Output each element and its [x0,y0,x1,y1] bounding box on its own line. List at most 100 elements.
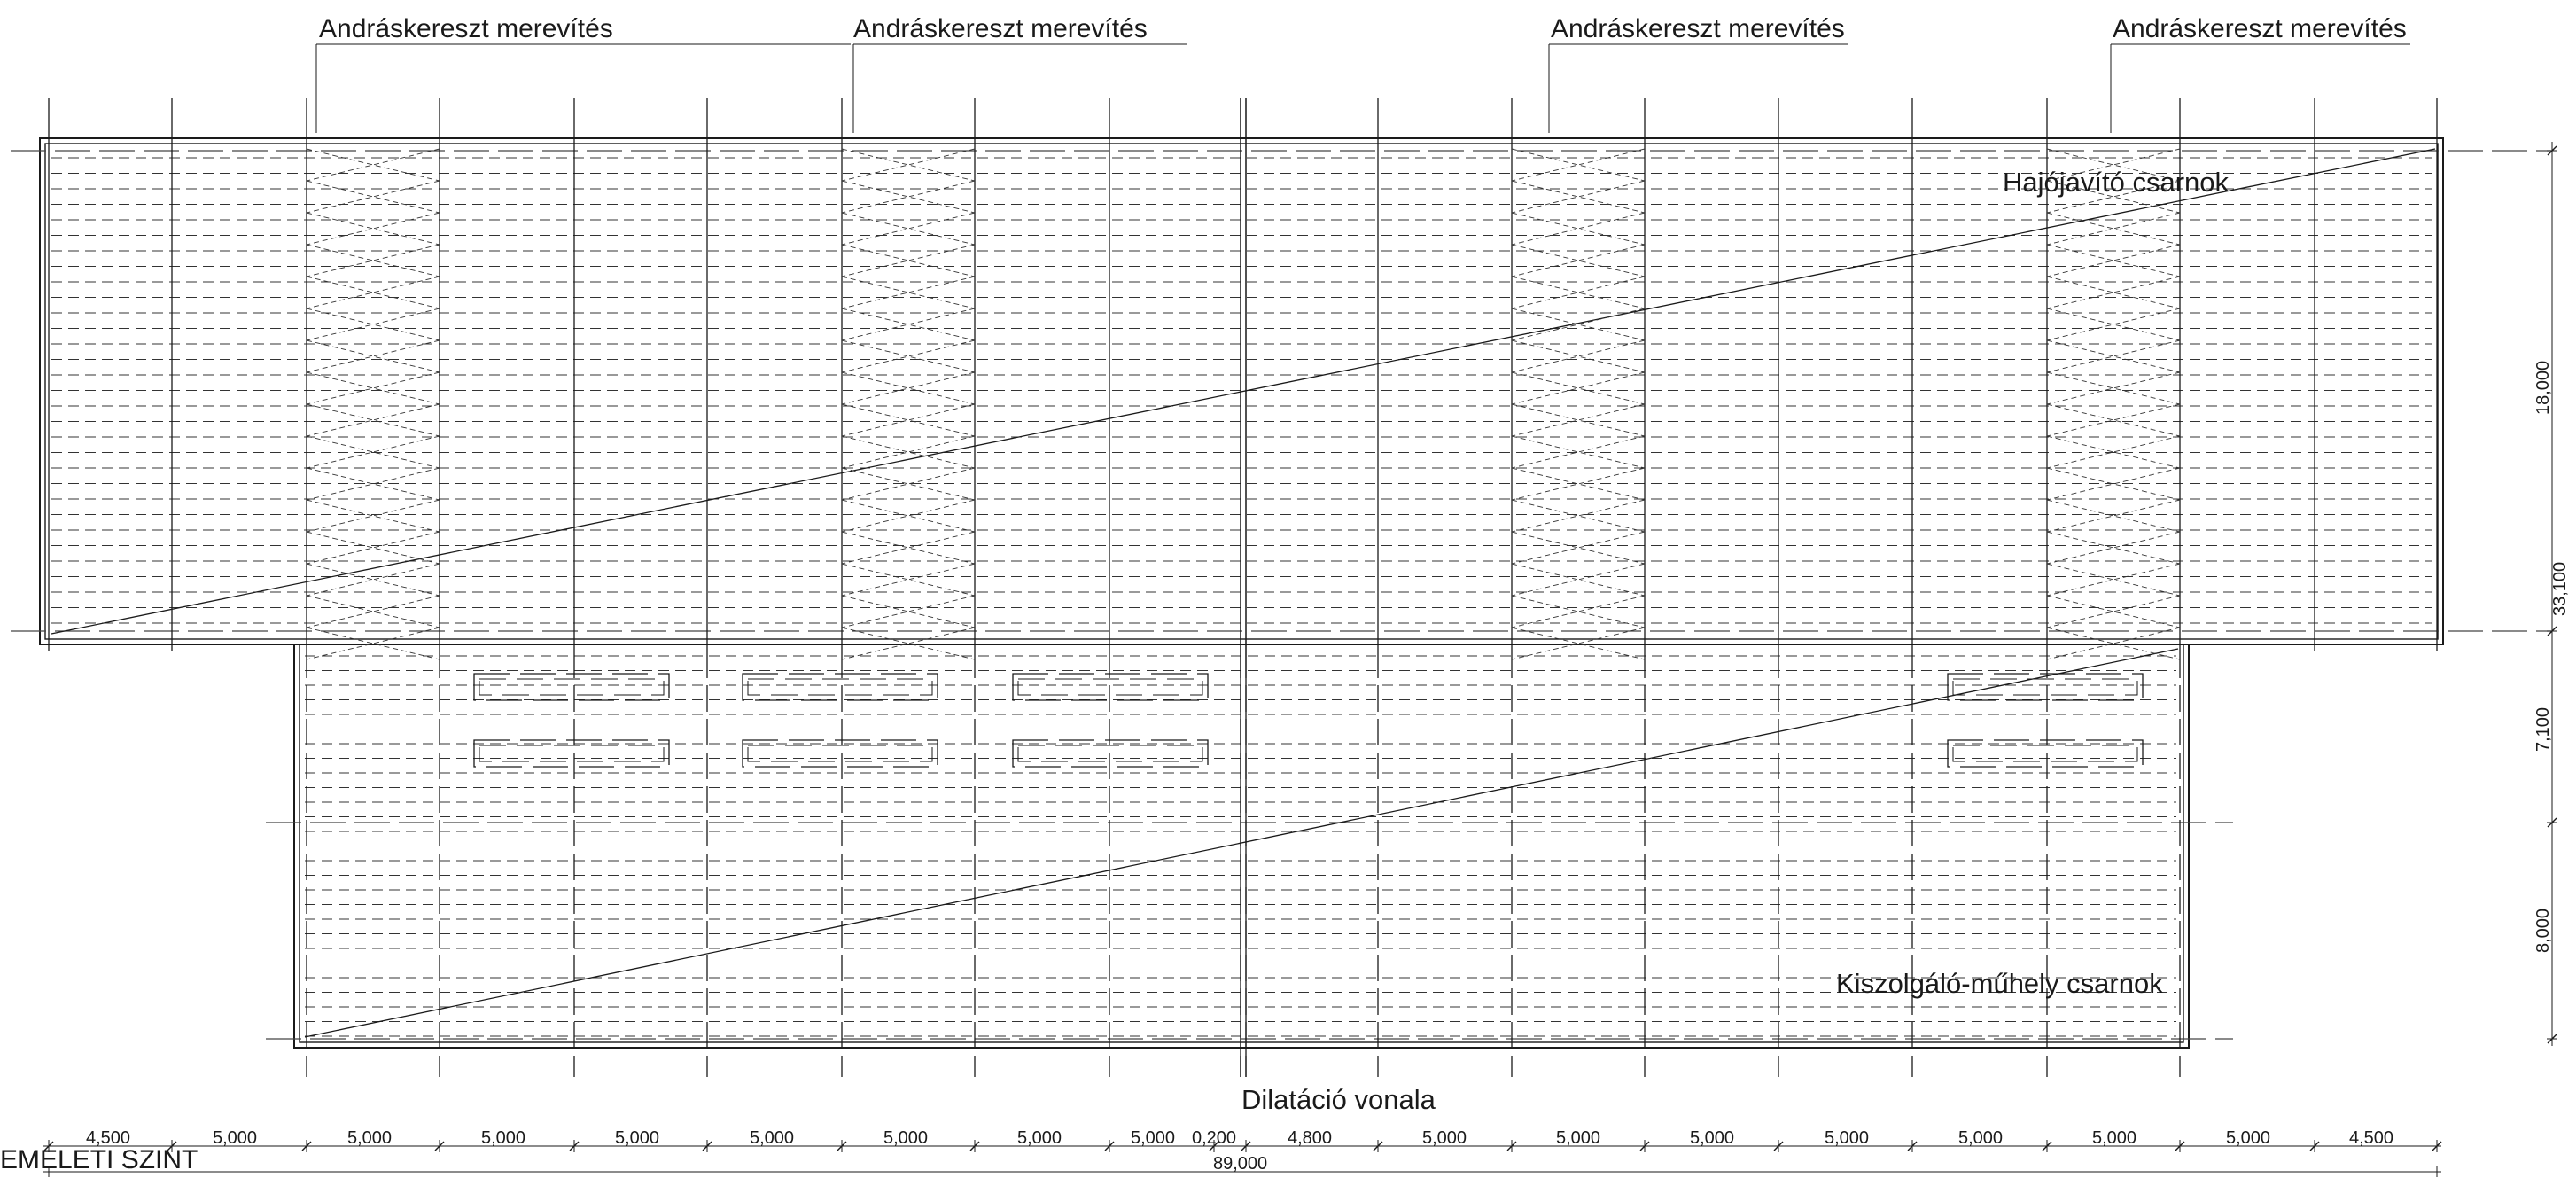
bracing-line [306,627,440,660]
bracing-line [2046,595,2181,628]
bracing-line [2046,339,2181,373]
bracing-line [841,244,976,277]
bracing-line [2046,531,2181,565]
bracing-line [2046,180,2181,214]
bracing-line [1511,244,1646,277]
bracing-line [2046,371,2181,405]
dim-label: 5,000 [1556,1128,1600,1148]
dimension-tick [2042,1141,2052,1151]
bracing-line [841,467,976,501]
skylight-frame [479,678,665,696]
bracing-line [841,339,976,373]
bracing-line [841,308,976,341]
bracing-line [841,403,976,437]
level-label: EMELETI SZINT [0,1145,198,1174]
dimension-tick [2175,1141,2185,1151]
bracing-line [306,148,440,182]
dimension-tick [301,1141,312,1151]
skylight-frame [479,745,665,762]
bracing-line [306,467,440,501]
dimension-tick [1241,1141,1251,1151]
skylight-frame [1017,678,1203,696]
dim-label: 4,800 [1288,1128,1332,1148]
bracing-line [306,180,440,214]
bracing-line [1511,180,1646,214]
dim-label: 0,200 [1192,1128,1236,1148]
bracing-line [306,212,440,246]
bracing-line [306,339,440,373]
bracing-line [1511,467,1646,501]
bracing-line [841,627,976,660]
bracing-line [306,339,440,373]
vertical-dim-label: 7,100 [2533,707,2553,752]
bracing-line [306,627,440,660]
plan-geometry [11,43,2557,1177]
bracing-line [2046,148,2181,182]
skylight-frame [742,739,938,768]
dimension-tick [2547,145,2557,156]
bracing-line [2046,308,2181,341]
bracing-line [841,244,976,277]
bracing-line [306,531,440,565]
dim-label: 5,000 [347,1128,392,1148]
bracing-line [306,244,440,277]
dim-label: 5,000 [883,1128,928,1148]
bracing-line [2046,212,2181,246]
vertical-total-dim-label: 33,100 [2550,562,2570,616]
dimension-tick [1773,1141,1784,1151]
bracing-line [1511,339,1646,373]
dimension-tick [702,1141,712,1151]
bracing-line [841,435,976,469]
vertical-dim-label: 8,000 [2533,909,2553,953]
skylight-frame [1017,745,1203,762]
bracing-line [841,595,976,628]
dim-label: 5,000 [1825,1128,1869,1148]
bracing-line [306,403,440,437]
diagonal-line [51,148,2436,635]
bracing-line [306,435,440,469]
bracing-line [841,595,976,628]
bracing-line [1511,499,1646,533]
bracing-line [2046,499,2181,533]
bracing-line [1511,371,1646,405]
skylight-frame [1012,739,1209,768]
lower-hall-label: Kiszolgáló-műhely csarnok [1836,968,2163,999]
dim-label: 5,000 [1690,1128,1734,1148]
skylight-frame [747,745,933,762]
bracing-line [841,180,976,214]
bracing-line [841,339,976,373]
dim-label: 4,500 [86,1128,130,1148]
bracing-line [841,563,976,597]
dimension-tick [2432,1141,2442,1151]
bracing-line [2046,403,2181,437]
bracing-line [1511,180,1646,214]
dim-label: 5,000 [481,1128,525,1148]
bracing-line [2046,435,2181,469]
bracing-line [2046,403,2181,437]
bracing-line [841,499,976,533]
dim-label: 5,000 [615,1128,659,1148]
bracing-line [306,308,440,341]
bracing-line [306,371,440,405]
bracing-line [1511,403,1646,437]
bracing-line [2046,435,2181,469]
bracing-line [1511,563,1646,597]
bracing-line [306,403,440,437]
dimension-tick [969,1141,980,1151]
dim-label: 5,000 [2226,1128,2270,1148]
bracing-label: Andráskereszt merevítés [319,14,613,43]
bracing-line [841,563,976,597]
bracing-label: Andráskereszt merevítés [1551,14,1845,43]
dim-label: 5,000 [1017,1128,1062,1148]
dimension-tick [1104,1141,1115,1151]
bracing-line [841,148,976,182]
dimension-tick [2547,817,2557,828]
bracing-line [841,467,976,501]
lower-hall-inner-outline [299,644,2184,1043]
bracing-line [2046,276,2181,309]
bracing-line [1511,276,1646,309]
dimension-tick [569,1141,580,1151]
skylight-frame [1952,678,2138,696]
bracing-line [1511,212,1646,246]
